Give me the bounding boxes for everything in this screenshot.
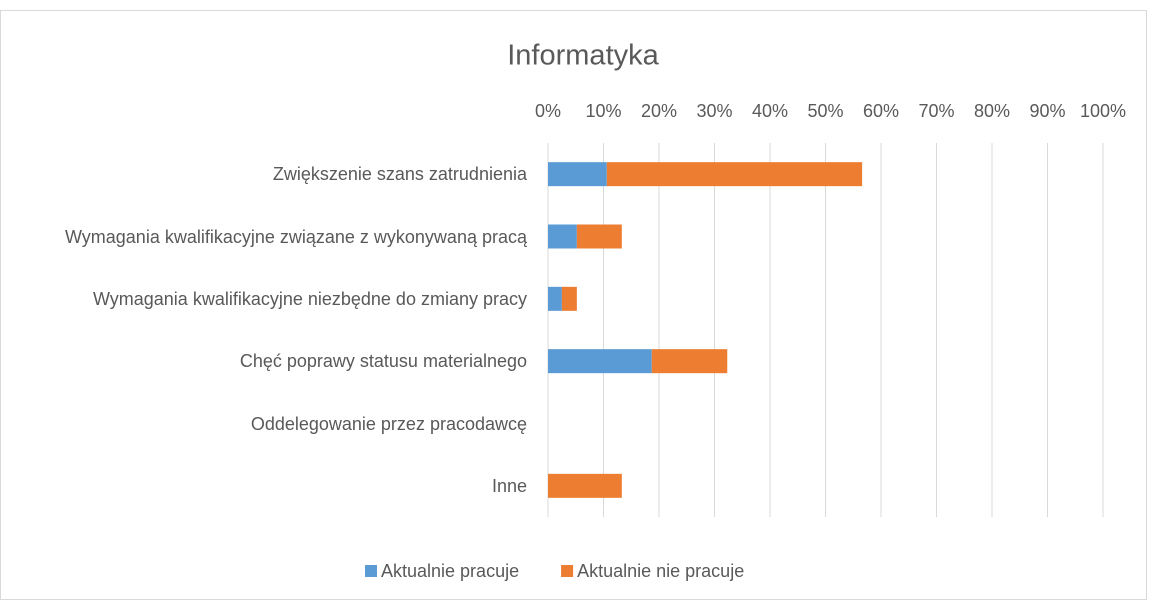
y-tick-label: Inne xyxy=(491,475,527,496)
legend-swatch xyxy=(365,565,377,577)
legend-label: Aktualnie pracuje xyxy=(381,561,519,581)
bar xyxy=(548,286,562,311)
category-label-box: Oddelegowanie przez pracodawcę xyxy=(7,411,527,437)
x-tick-label: 50% xyxy=(807,101,843,121)
x-tick-label: 10% xyxy=(585,101,621,121)
bar xyxy=(651,349,728,374)
x-tick-label: 0% xyxy=(535,101,561,121)
y-tick-label: Wymagania kwalifikacyjne związane z wyko… xyxy=(64,226,527,247)
category-label-box: Zwiększenie szans zatrudnienia xyxy=(7,161,527,187)
x-tick-label: 70% xyxy=(918,101,954,121)
chart-title: Informatyka xyxy=(507,40,659,72)
x-tick-label: 40% xyxy=(752,101,788,121)
bar xyxy=(548,162,607,187)
bar xyxy=(606,162,863,187)
x-tick-label: 30% xyxy=(696,101,732,121)
y-tick-label: Wymagania kwalifikacyjne niezbędne do zm… xyxy=(92,288,527,309)
bar xyxy=(548,224,577,249)
y-tick-label: Chęć poprawy statusu materialnego xyxy=(239,351,527,372)
category-label-box: Chęć poprawy statusu materialnego xyxy=(7,348,527,374)
y-tick-label: Zwiększenie szans zatrudnienia xyxy=(272,164,527,185)
bar xyxy=(548,473,622,498)
x-tick-label: 60% xyxy=(863,101,899,121)
category-label-box: Wymagania kwalifikacyjne związane z wyko… xyxy=(7,224,527,250)
x-tick-label: 90% xyxy=(1029,101,1065,121)
category-label-box: Wymagania kwalifikacyjne niezbędne do zm… xyxy=(7,286,527,312)
x-tick-label: 80% xyxy=(974,101,1010,121)
bar xyxy=(576,224,622,249)
bar xyxy=(561,286,577,311)
category-label-box: Inne xyxy=(7,473,527,499)
bar xyxy=(548,349,652,374)
legend-swatch xyxy=(561,565,574,577)
y-tick-label: Oddelegowanie przez pracodawcę xyxy=(250,413,527,434)
legend-label: Aktualnie nie pracuje xyxy=(577,561,744,581)
x-tick-label: 100% xyxy=(1080,101,1126,121)
x-tick-label: 20% xyxy=(641,101,677,121)
